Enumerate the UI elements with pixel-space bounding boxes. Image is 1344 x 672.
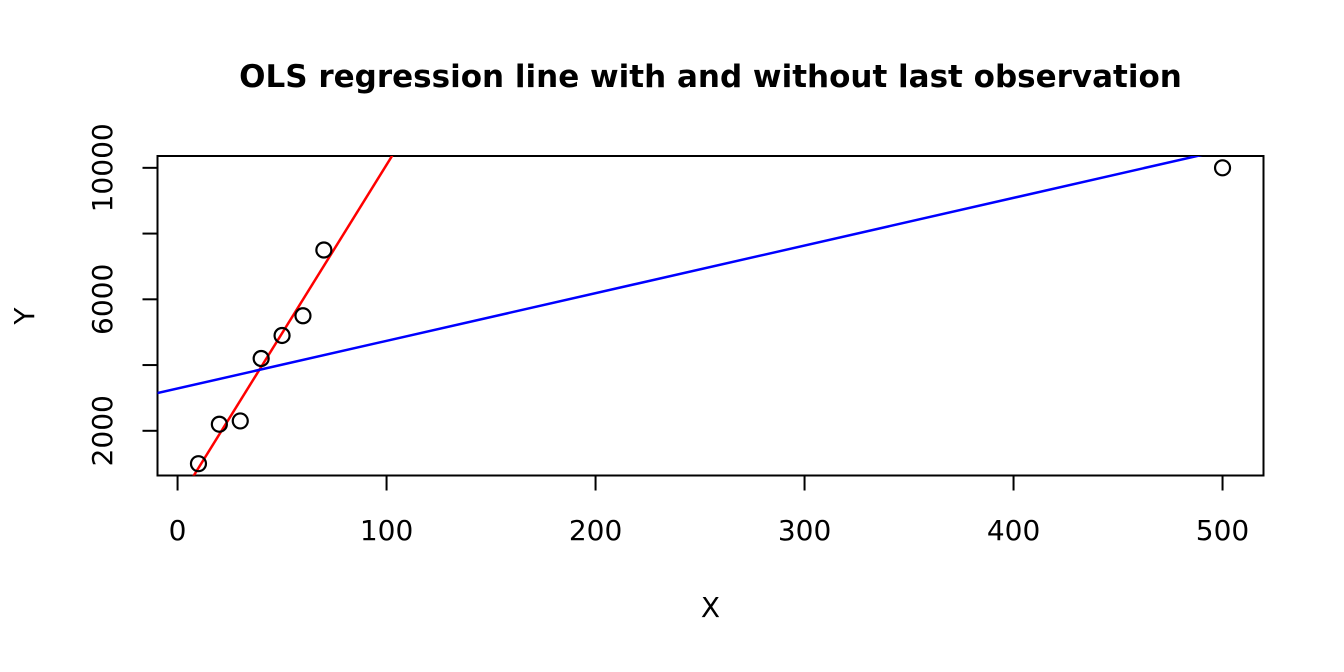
x-tick-label: 400: [987, 514, 1040, 547]
chart-title: OLS regression line with and without las…: [239, 59, 1182, 95]
x-tick-label: 300: [778, 514, 831, 547]
regression-lines-group: [157, 156, 1203, 476]
y-tick-label: 2000: [86, 395, 119, 466]
data-point: [273, 326, 291, 345]
x-tick-label: 200: [569, 514, 622, 547]
x-tick-label: 100: [360, 514, 413, 547]
data-point: [231, 412, 249, 430]
y-axis-label: Y: [8, 307, 41, 326]
x-axis-ticks-group: 0 100 200 300 400 500: [169, 475, 1249, 547]
x-axis-label: X: [701, 591, 720, 624]
data-point: [210, 415, 228, 433]
data-point: [1213, 159, 1232, 177]
data-point: [189, 455, 208, 473]
plot-box: [156, 155, 1265, 477]
data-point: [252, 349, 270, 368]
y-tick-label: 6000: [86, 264, 119, 335]
y-axis-ticks-group: 2000 6000 10000: [86, 123, 158, 466]
y-tick-label: 10000: [86, 123, 119, 212]
x-tick-label: 500: [1196, 514, 1249, 547]
data-points-group: [189, 159, 1232, 473]
data-point: [294, 307, 312, 325]
ols-line-without-last-observation: [192, 156, 394, 476]
data-point: [315, 241, 333, 259]
x-tick-label: 0: [169, 514, 187, 547]
ols-line-with-last-observation: [157, 156, 1203, 395]
